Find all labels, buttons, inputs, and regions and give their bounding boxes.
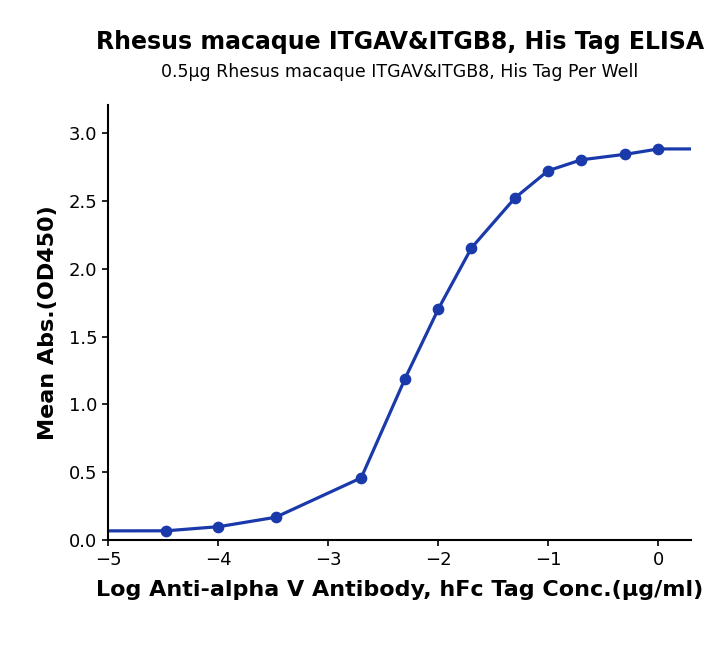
Text: 0.5μg Rhesus macaque ITGAV&ITGB8, His Tag Per Well: 0.5μg Rhesus macaque ITGAV&ITGB8, His Ta… [161,63,638,80]
Point [212,521,224,532]
X-axis label: Log Anti-alpha V Antibody, hFc Tag Conc.(μg/ml): Log Anti-alpha V Antibody, hFc Tag Conc.… [96,580,703,600]
Point [160,526,171,536]
Point [575,154,587,165]
Point [652,144,664,154]
Point [542,165,554,176]
Point [270,512,282,523]
Point [432,304,444,314]
Point [399,374,410,384]
Y-axis label: Mean Abs.(OD450): Mean Abs.(OD450) [37,206,58,440]
Point [356,473,367,483]
Text: Rhesus macaque ITGAV&ITGB8, His Tag ELISA: Rhesus macaque ITGAV&ITGB8, His Tag ELIS… [96,30,703,53]
Point [509,192,521,203]
Point [619,149,631,159]
Point [465,243,477,254]
